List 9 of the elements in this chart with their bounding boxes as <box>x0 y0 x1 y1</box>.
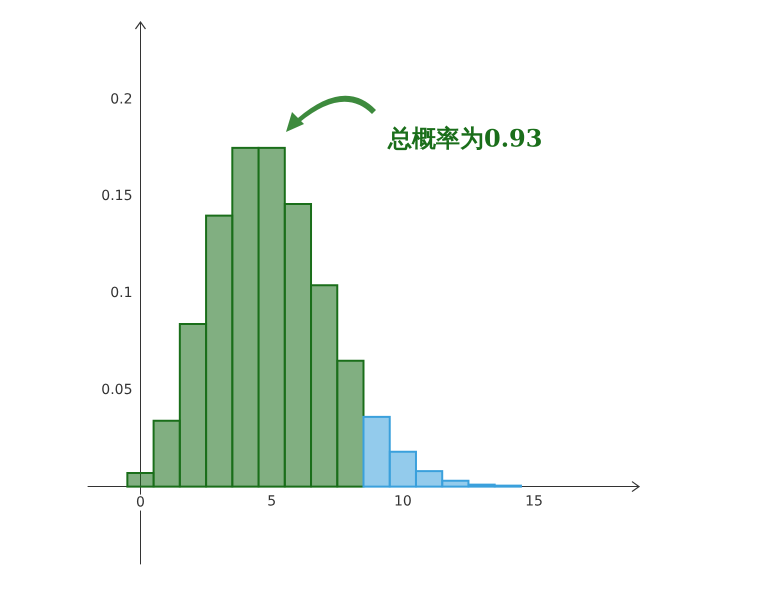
x-tick-label: 15 <box>525 494 543 510</box>
y-tick-label: 0.1 <box>110 285 132 301</box>
annotation: 总概率为0.93 <box>387 124 542 152</box>
x-tick-label: 0 <box>136 494 145 511</box>
x-tick-label: 10 <box>394 494 412 510</box>
y-tick-label: 0.05 <box>101 382 132 398</box>
y-tick-label: 0.2 <box>110 91 132 108</box>
y-tick-label: 0.15 <box>101 188 132 204</box>
x-tick-label: 5 <box>267 494 276 510</box>
